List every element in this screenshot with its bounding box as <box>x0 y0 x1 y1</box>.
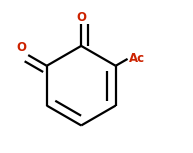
Text: O: O <box>76 11 86 24</box>
Text: Ac: Ac <box>129 52 145 65</box>
Text: O: O <box>17 41 27 54</box>
